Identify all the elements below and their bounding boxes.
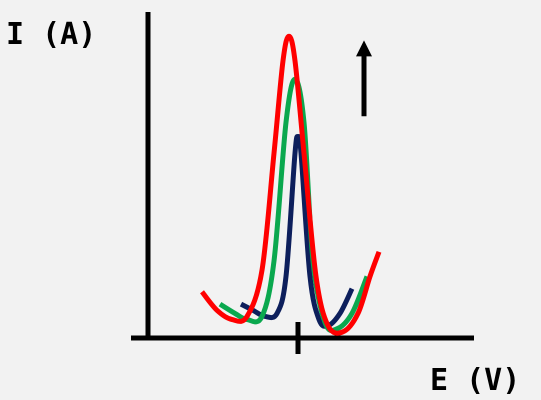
series-line-2 — [200, 33, 382, 336]
x-axis-label: E (V) — [430, 363, 520, 398]
y-axis-label: I (A) — [6, 17, 96, 52]
increase-arrow-head-icon — [356, 40, 372, 57]
